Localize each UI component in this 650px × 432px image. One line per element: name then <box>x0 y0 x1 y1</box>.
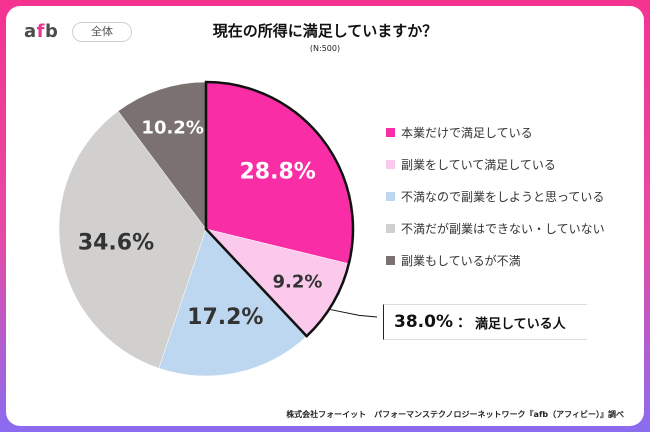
legend-swatch <box>386 127 395 137</box>
segment-tag: 全体 <box>72 22 132 42</box>
legend-item: 副業をしていて満足している <box>386 148 636 180</box>
pie-chart: 28.8% 9.2% 17.2% 34.6% 10.2% <box>58 80 378 377</box>
pie-slice <box>158 228 307 377</box>
chart-card: afb 全体 現在の所得に満足していますか？ (N:500) 28.8% 9.2%… <box>6 6 644 426</box>
source-footer: 株式会社フォーイット パフォーマンステクノロジーネットワーク『afb（アフィビー… <box>286 410 624 419</box>
slice-value-label: 9.2% <box>272 271 322 292</box>
legend-swatch <box>386 255 395 265</box>
legend-swatch <box>386 191 395 201</box>
slice-value-label: 34.6% <box>78 230 154 255</box>
legend-label: 副業もしているが不満 <box>401 253 521 268</box>
chart-subtitle: (N:500) <box>309 44 341 53</box>
legend-item: 不満なので副業をしようと思っている <box>386 180 636 212</box>
legend-label: 副業をしていて満足している <box>401 157 556 172</box>
legend-swatch <box>386 159 395 169</box>
legend-label: 不満なので副業をしようと思っている <box>401 189 605 204</box>
chart-title: 現在の所得に満足していますか？ <box>212 22 438 40</box>
chart-legend: 本業だけで満足している副業をしていて満足している不満なので副業をしようと思ってい… <box>386 116 636 276</box>
afb-logo: afb <box>24 21 59 42</box>
pie-slice <box>58 110 207 369</box>
slice-value-label: 17.2% <box>187 305 263 330</box>
legend-item: 不満だが副業はできない・していない <box>386 212 636 244</box>
legend-label: 本業だけで満足している <box>401 125 533 140</box>
callout-leader-line <box>329 308 378 318</box>
legend-item: 副業もしているが不満 <box>386 244 636 276</box>
callout-value: 38.0% <box>394 312 453 332</box>
callout-separator: ： <box>456 315 471 331</box>
callout-label: 満足している人 <box>474 316 566 332</box>
slice-value-label: 28.8% <box>239 160 315 185</box>
legend-label: 不満だが副業はできない・していない <box>401 221 605 236</box>
satisfied-outline <box>204 80 355 338</box>
pie-slice <box>117 81 207 230</box>
satisfied-callout: 38.0% ： 満足している人 <box>383 304 587 340</box>
legend-item: 本業だけで満足している <box>386 116 636 148</box>
slice-value-label: 10.2% <box>141 118 203 139</box>
legend-swatch <box>386 223 395 233</box>
